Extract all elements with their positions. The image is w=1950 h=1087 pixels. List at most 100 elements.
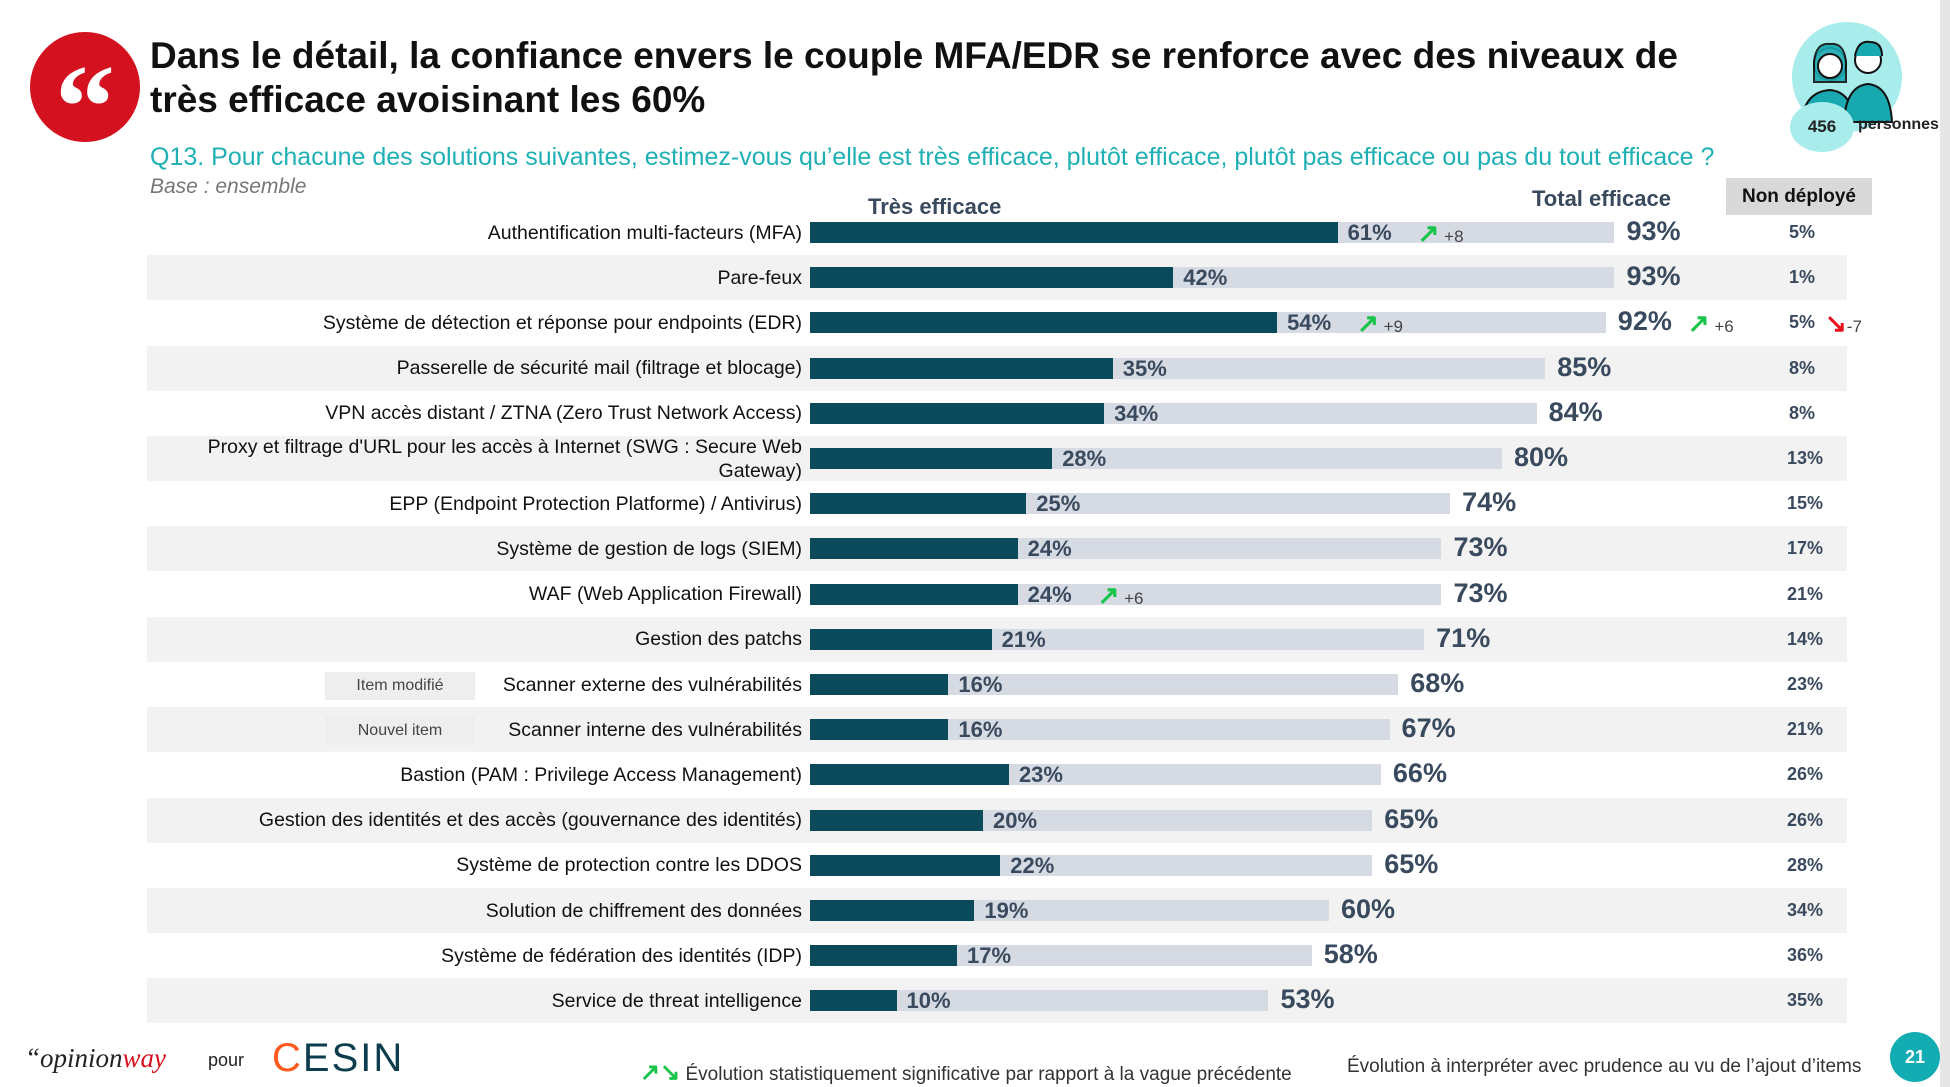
bar-tres-efficace	[810, 267, 1174, 289]
value-total-efficace: 58%	[1323, 939, 1378, 970]
value-tres-efficace: 54%	[1287, 310, 1332, 336]
value-non-deploye: 8%	[1788, 402, 1816, 423]
header-total-efficace: Total efficace	[1532, 186, 1671, 211]
header-non-deploye: Non déployé	[1726, 178, 1872, 215]
arrow-up-icon: ↗	[1097, 579, 1120, 610]
table-row: Scanner externe des vulnérabilités Item m…	[147, 662, 1847, 707]
value-total-efficace: 80%	[1514, 442, 1569, 472]
row-label: Système de protection contre les DDOS	[456, 854, 802, 877]
opinionway-logo: “opinionway	[25, 1043, 166, 1074]
table-row: Passerelle de sécurité mail (filtrage et…	[147, 345, 1847, 391]
arrow-up-icon: ↗	[1357, 308, 1379, 339]
legend-arrows-icon: ↗↘	[640, 1059, 681, 1086]
arrow-up-icon: ↗	[1417, 218, 1440, 248]
value-non-deploye: 21%	[1787, 719, 1824, 740]
evolution-tres: ↗ +9	[1357, 308, 1404, 339]
row-label: Bastion (PAM : Privilege Access Manageme…	[400, 763, 802, 786]
row-label: Scanner externe des vulnérabilités	[502, 673, 802, 696]
bar-tres-efficace	[810, 493, 1027, 515]
value-total-efficace: 66%	[1392, 758, 1447, 789]
value-non-deploye: 17%	[1787, 538, 1824, 559]
value-tres-efficace: 61%	[1347, 220, 1392, 245]
value-total-efficace: 53%	[1280, 984, 1335, 1015]
value-total-efficace: 73%	[1453, 577, 1508, 608]
value-non-deploye: 36%	[1787, 945, 1824, 966]
row-label: VPN accès distant / ZTNA (Zero Trust Net…	[325, 402, 802, 425]
value-total-efficace: 71%	[1436, 622, 1491, 653]
value-tres-efficace: 23%	[1018, 762, 1063, 788]
table-row: Proxy et filtrage d'URL pour les accès à…	[147, 436, 1847, 482]
bar-total-efficace	[810, 674, 1399, 695]
bar-tres-efficace	[810, 628, 992, 650]
logo-text-opinion: “opinion	[25, 1043, 123, 1073]
table-row: Gestion des patchs 21% 71% 14%	[147, 616, 1847, 662]
value-non-deploye: 5%	[1788, 222, 1816, 242]
evolution-tres: ↗ +8	[1417, 218, 1464, 248]
value-total-efficace: 65%	[1384, 848, 1439, 879]
question-text: Q13. Pour chacune des solutions suivante…	[150, 143, 1715, 171]
value-total-efficace: 93%	[1626, 216, 1681, 246]
value-non-deploye: 14%	[1787, 628, 1824, 649]
table-row: Système de détection et réponse pour end…	[147, 300, 1862, 345]
legend: ↗↘ Évolution statistiquement significati…	[640, 1058, 1292, 1087]
table-row: EPP (Endpoint Protection Platforme) / An…	[147, 481, 1847, 526]
value-non-deploye: 15%	[1787, 493, 1824, 514]
bar-total-efficace	[810, 719, 1390, 741]
value-non-deploye: 26%	[1787, 809, 1824, 830]
arrow-up-icon: ↗	[1687, 308, 1710, 339]
table-row: Bastion (PAM : Privilege Access Manageme…	[147, 752, 1847, 797]
row-label: Système de gestion de logs (SIEM)	[496, 537, 802, 560]
value-non-deploye: 23%	[1787, 674, 1824, 694]
bar-tres-efficace	[810, 312, 1278, 334]
value-tres-efficace: 24%	[1027, 581, 1072, 607]
value-tres-efficace: 22%	[1010, 852, 1055, 878]
value-non-deploye: 35%	[1787, 990, 1824, 1011]
row-label: WAF (Web Application Firewall)	[528, 583, 802, 606]
pour-text: pour	[208, 1050, 245, 1070]
bar-tres-efficace	[810, 764, 1009, 786]
bar-tres-efficace	[810, 990, 897, 1012]
value-tres-efficace: 19%	[984, 898, 1029, 923]
value-tres-efficace: 20%	[993, 807, 1038, 833]
value-tres-efficace: 34%	[1114, 400, 1159, 426]
value-non-deploye: 28%	[1787, 854, 1824, 875]
item-tag: Item modifié	[325, 672, 475, 700]
row-label: Authentification multi-facteurs (MFA)	[487, 221, 802, 244]
arrow-down-icon: ↘	[1825, 308, 1847, 339]
value-tres-efficace: 10%	[906, 988, 951, 1014]
evolution-total: ↗ +6	[1687, 308, 1734, 339]
row-label: Scanner interne des vulnérabilités	[508, 718, 802, 741]
value-non-deploye: 13%	[1787, 448, 1824, 468]
legend-note: Évolution à interpréter avec prudence au…	[1347, 1056, 1862, 1077]
logo-esin: ESIN	[302, 1036, 405, 1080]
bar-tres-efficace	[810, 402, 1105, 424]
table-row: Système de gestion de logs (SIEM) 24% 73% 1…	[147, 526, 1847, 572]
value-total-efficace: 68%	[1410, 668, 1465, 698]
logo-c: C	[272, 1036, 303, 1080]
value-non-deploye: 1%	[1788, 267, 1816, 288]
bar-tres-efficace	[810, 448, 1053, 469]
value-non-deploye: 26%	[1787, 764, 1824, 785]
table-row: VPN accès distant / ZTNA (Zero Trust Net…	[147, 391, 1847, 436]
table-row: Service de threat intelligence 10% 53% 35%	[147, 978, 1847, 1024]
page-title: Dans le détail, la confiance envers le c…	[150, 35, 1678, 120]
quote-icon: “	[30, 32, 140, 173]
value-tres-efficace: 25%	[1036, 491, 1081, 517]
table-row: Système de fédération des identités (IDP…	[147, 933, 1847, 978]
value-total-efficace: 84%	[1548, 396, 1603, 427]
value-non-deploye: 21%	[1787, 583, 1824, 604]
value-tres-efficace: 17%	[967, 943, 1012, 969]
header-tres-efficace: Très efficace	[868, 194, 1002, 219]
value-total-efficace: 92%	[1617, 306, 1672, 337]
bar-tres-efficace	[810, 719, 949, 741]
row-label: Système de fédération des identités (IDP…	[441, 944, 802, 967]
evolution-tres: ↗ +6	[1097, 579, 1144, 610]
item-tag: Nouvel item	[325, 717, 475, 746]
bar-total-efficace	[810, 990, 1269, 1012]
table-row: Pare-feux 42% 93% 1%	[147, 255, 1847, 301]
sample-label: personnes	[1858, 116, 1939, 133]
value-tres-efficace: 16%	[958, 672, 1003, 697]
table-row: WAF (Web Application Firewall) 24% ↗ +6 73%…	[147, 572, 1847, 617]
value-tres-efficace: 21%	[1001, 626, 1046, 652]
value-non-deploye: 8%	[1788, 357, 1816, 378]
